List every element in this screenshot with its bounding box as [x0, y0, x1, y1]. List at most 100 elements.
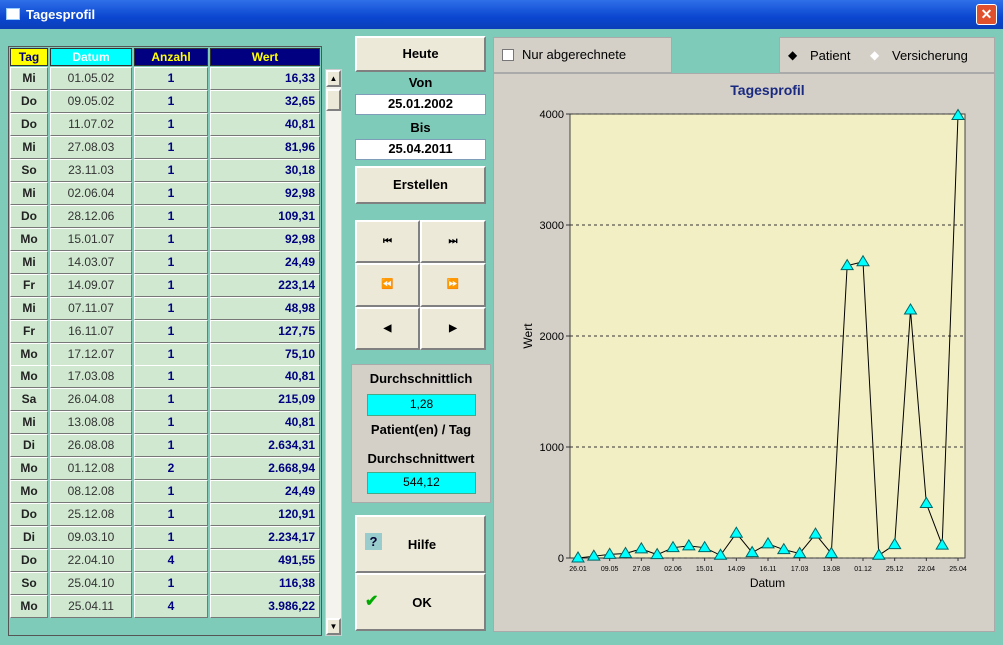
table-cell: 25.04.11 — [50, 595, 132, 619]
table-cell: Mo — [10, 342, 48, 366]
table-cell: So — [10, 158, 48, 182]
table-cell: So — [10, 572, 48, 596]
table-cell: 14.09.07 — [50, 273, 132, 297]
data-point — [729, 526, 744, 538]
table-cell: 26.08.08 — [50, 434, 132, 458]
table-cell: 09.05.02 — [50, 89, 132, 113]
insurance-label: Versicherung — [892, 48, 968, 63]
table-cell: 02.06.04 — [50, 181, 132, 205]
chart-title: Tagesprofil — [730, 82, 804, 98]
scroll-thumb[interactable] — [326, 89, 341, 111]
table-cell: Mo — [10, 480, 48, 504]
table-cell: 27.08.03 — [50, 135, 132, 159]
data-point — [903, 303, 918, 315]
table-cell: 109,31 — [210, 204, 320, 228]
table-cell: Di — [10, 434, 48, 458]
table-cell: 491,55 — [210, 549, 320, 573]
data-point — [808, 527, 823, 539]
next-button[interactable]: ▶ — [420, 307, 486, 350]
y-tick-label: 3000 — [540, 220, 564, 232]
table-cell: 1 — [134, 67, 208, 90]
average-label: Durchschnittlich — [369, 371, 473, 386]
filter-panel: Nur abgerechnete — [493, 37, 672, 73]
table-cell: Do — [10, 89, 48, 113]
data-point — [745, 545, 760, 558]
data-point — [602, 547, 617, 559]
table-cell: 1 — [134, 480, 208, 504]
table-cell: Mi — [10, 135, 48, 159]
table-cell: 13.08.08 — [50, 411, 132, 435]
insurance-radio[interactable]: ◆ — [870, 48, 880, 62]
x-tick-label: 25.12 — [886, 566, 904, 573]
scroll-up[interactable]: ▲ — [326, 70, 341, 87]
table-cell: 81,96 — [210, 135, 320, 159]
table-cell: 15.01.07 — [50, 227, 132, 251]
scroll-down[interactable]: ▼ — [326, 618, 341, 635]
table-cell: 1 — [134, 434, 208, 458]
table-cell: 01.12.08 — [50, 457, 132, 481]
table-cell: Mi — [10, 250, 48, 274]
table-cell: 92,98 — [210, 181, 320, 205]
table-cell: 26.04.08 — [50, 388, 132, 412]
first-button[interactable]: ⏮ — [355, 220, 420, 263]
help-text: Hilfe — [407, 537, 437, 552]
prev-button[interactable]: ◀ — [355, 307, 420, 350]
ok-text: OK — [412, 595, 432, 610]
x-tick-label: 22.04 — [918, 566, 936, 573]
table-cell: Do — [10, 112, 48, 136]
x-tick-label: 25.04 — [949, 566, 967, 573]
table-cell: 1 — [134, 296, 208, 320]
table-cell: 28.12.06 — [50, 204, 132, 228]
table-cell: 32,65 — [210, 89, 320, 113]
table-cell: 23.11.03 — [50, 158, 132, 182]
table-cell: 09.03.10 — [50, 526, 132, 550]
table-cell: 75,10 — [210, 342, 320, 366]
patient-radio[interactable]: ◆ — [788, 48, 798, 62]
table-cell: Do — [10, 549, 48, 573]
last-button[interactable]: ⏭ — [420, 220, 486, 263]
ok-icon: ✔ — [365, 593, 379, 610]
table-cell: 2.668,94 — [210, 457, 320, 481]
table-cell: 1 — [134, 273, 208, 297]
x-tick-label: 02.06 — [664, 566, 682, 573]
table-cell: 14.03.07 — [50, 250, 132, 274]
table-cell: 4 — [134, 595, 208, 619]
plot-area — [569, 113, 966, 559]
table-cell: 2 — [134, 457, 208, 481]
only-billed-checkbox[interactable] — [502, 49, 514, 61]
table-cell: 24,49 — [210, 250, 320, 274]
table-cell: Fr — [10, 273, 48, 297]
y-axis-label: Wert — [521, 323, 535, 349]
x-tick-label: 16.11 — [760, 566, 777, 573]
table-cell: 2.634,31 — [210, 434, 320, 458]
only-billed-label: Nur abgerechnete — [522, 47, 627, 62]
table-cell: 2.234,17 — [210, 526, 320, 550]
scrollbar[interactable]: ▲ ▼ — [325, 69, 342, 636]
table-cell: 92,98 — [210, 227, 320, 251]
table-cell: 40,81 — [210, 112, 320, 136]
table-cell: 1 — [134, 526, 208, 550]
create-button[interactable]: Erstellen — [355, 166, 486, 204]
table-cell: Do — [10, 503, 48, 527]
average-value-label: Durchschnittwert — [367, 451, 475, 466]
to-input[interactable]: 25.04.2011 — [355, 139, 486, 160]
help-button[interactable]: ? Hilfe — [355, 515, 486, 573]
rewind-button[interactable]: ⏪ — [355, 263, 420, 307]
column-header: Anzahl — [134, 48, 208, 66]
table-cell: 24,49 — [210, 480, 320, 504]
column-header: Wert — [210, 48, 320, 66]
per-day-label: Patient(en) / Tag — [370, 422, 472, 437]
from-input[interactable]: 25.01.2002 — [355, 94, 486, 115]
column-header: Datum — [50, 48, 132, 66]
y-tick-label: 1000 — [540, 442, 564, 454]
table-cell: 3.986,22 — [210, 595, 320, 619]
forward-button[interactable]: ⏩ — [420, 263, 486, 307]
table-cell: 1 — [134, 319, 208, 343]
table-cell: 17.03.08 — [50, 365, 132, 389]
table-cell: 40,81 — [210, 411, 320, 435]
table-cell: 1 — [134, 411, 208, 435]
data-point — [618, 546, 633, 558]
ok-button[interactable]: ✔ OK — [355, 573, 486, 631]
today-button[interactable]: Heute — [355, 36, 486, 72]
close-button[interactable]: ✕ — [976, 4, 997, 25]
